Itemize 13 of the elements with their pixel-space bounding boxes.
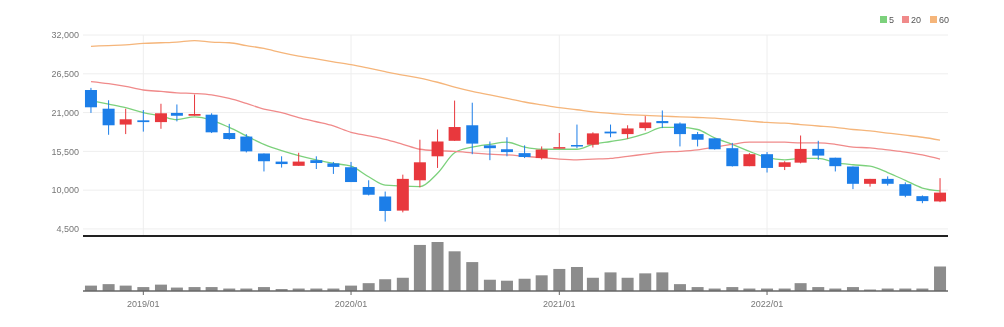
x-tick-label: 2021/01 [543,299,576,309]
x-tick-label: 2022/01 [750,299,784,309]
legend-label: 20 [911,15,922,25]
y-tick-label: 15,500 [51,146,79,157]
y-tick-label: 4,500 [56,224,79,235]
y-tick-label: 32,000 [51,30,79,41]
y-tick-label: 21,000 [51,107,79,118]
x-tick-label: 2020/01 [334,299,368,309]
legend-label: 5 [889,15,895,25]
x-tick-label: 2019/01 [127,299,160,309]
y-tick-label: 26,500 [51,68,79,79]
y-tick-label: 10,000 [51,185,79,196]
legend-label: 60 [939,15,950,25]
